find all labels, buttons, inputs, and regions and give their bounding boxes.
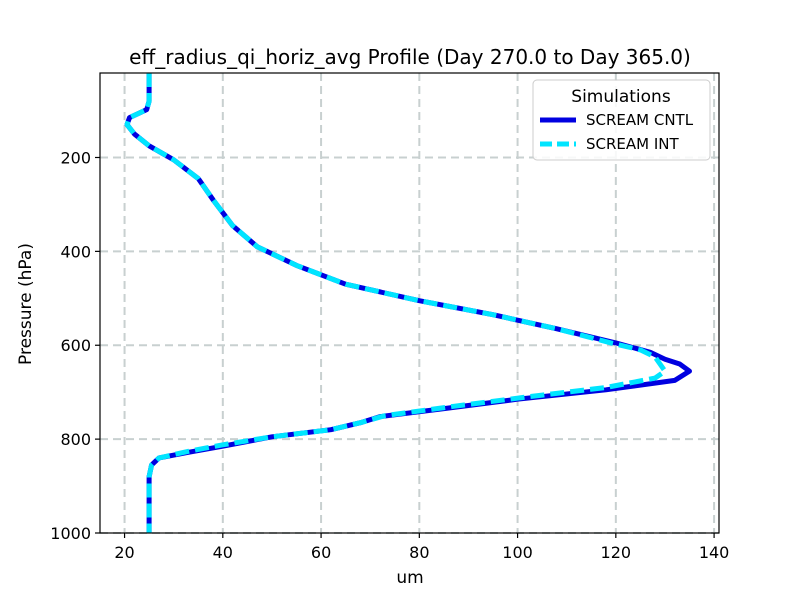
x-tick-label: 100 (502, 543, 533, 562)
legend-frame (532, 79, 711, 161)
y-tick-label: 600 (60, 336, 91, 355)
x-tick-label: 120 (601, 543, 632, 562)
legend-title: Simulations (571, 87, 671, 107)
axis-ticks: 20 40 60 80 100 120 140 200 400 600 800 1000 (50, 148, 729, 562)
x-tick-label: 60 (311, 543, 331, 562)
legend-entry: SCREAM CNTL (586, 111, 694, 129)
x-tick-label: 40 (213, 543, 233, 562)
legend: Simulations SCREAM CNTL SCREAM INT (532, 79, 711, 161)
y-tick-label: 1000 (50, 524, 91, 543)
series-line-scream-int (124, 73, 668, 533)
legend-entry: SCREAM INT (586, 135, 680, 153)
x-tick-label: 20 (114, 543, 134, 562)
y-axis-label: Pressure (hPa) (16, 243, 36, 365)
x-axis-label: um (396, 568, 423, 588)
x-tick-label: 140 (699, 543, 730, 562)
y-tick-label: 200 (60, 148, 91, 167)
series-lines (124, 73, 692, 533)
x-tick-label: 80 (409, 543, 429, 562)
plot-frame (99, 72, 720, 534)
y-tick-label: 400 (60, 242, 91, 261)
y-tick-label: 800 (60, 430, 91, 449)
chart-title: eff_radius_qi_horiz_avg Profile (Day 270… (129, 45, 691, 69)
grid (100, 73, 719, 534)
